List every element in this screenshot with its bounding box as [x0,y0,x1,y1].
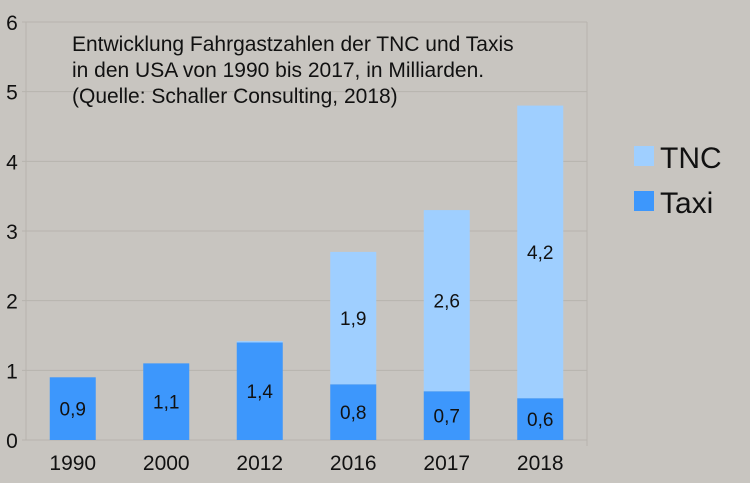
y-tick-label: 3 [6,221,18,244]
y-axis-ticks: 0 1 2 3 4 5 6 [6,12,18,453]
data-label: 0,7 [434,407,460,428]
bar-taxi-2012 [236,342,283,440]
data-label: 1,4 [247,382,274,403]
data-label: 0,9 [60,400,86,421]
legend: TNC Taxi [634,142,722,220]
bar-taxi-2016 [330,384,377,440]
data-label: 2,6 [434,292,460,313]
data-label: 1,9 [340,309,366,330]
y-tick-label: 2 [6,291,18,314]
x-tick-label: 2016 [330,452,377,475]
bar-taxi-1990 [49,377,96,440]
bar-tnc-2012 [236,341,283,343]
legend-label-tnc: TNC [660,142,722,175]
chart-title: Entwicklung Fahrgastzahlen der TNC und T… [72,33,514,108]
bar-tnc-2018 [517,105,564,399]
y-tick-label: 1 [6,360,18,383]
x-tick-label: 1990 [49,452,96,475]
y-tick-label: 6 [6,12,18,35]
legend-label-taxi: Taxi [660,187,713,220]
bar-tnc-2017 [423,210,470,392]
x-tick-label: 2018 [517,452,564,475]
gridlines [22,21,588,446]
y-tick-label: 0 [6,430,18,453]
data-label: 1,1 [153,393,179,414]
x-tick-label: 2017 [423,452,470,475]
legend-swatch-tnc [634,146,654,166]
x-tick-label: 2012 [236,452,283,475]
bars: 0,9 1,1 1,4 0,8 1,9 0,7 2,6 0,6 4,2 [49,105,564,440]
y-tick-label: 4 [6,151,18,174]
data-label: 4,2 [527,243,553,264]
bar-taxi-2018 [517,398,564,440]
x-axis-ticks: 1990 2000 2012 2016 2017 2018 [49,452,563,475]
title-line: in den USA von 1990 bis 2017, in Milliar… [72,59,484,82]
y-tick-label: 5 [6,82,18,105]
x-tick-label: 2000 [143,452,190,475]
legend-swatch-taxi [634,191,654,211]
bar-taxi-2000 [143,363,190,440]
bar-taxi-2017 [423,391,470,440]
title-line: (Quelle: Schaller Consulting, 2018) [72,85,398,108]
title-line: Entwicklung Fahrgastzahlen der TNC und T… [72,33,514,56]
bar-tnc-2016 [330,251,377,385]
data-label: 0,6 [527,410,553,431]
data-label: 0,8 [340,403,366,424]
